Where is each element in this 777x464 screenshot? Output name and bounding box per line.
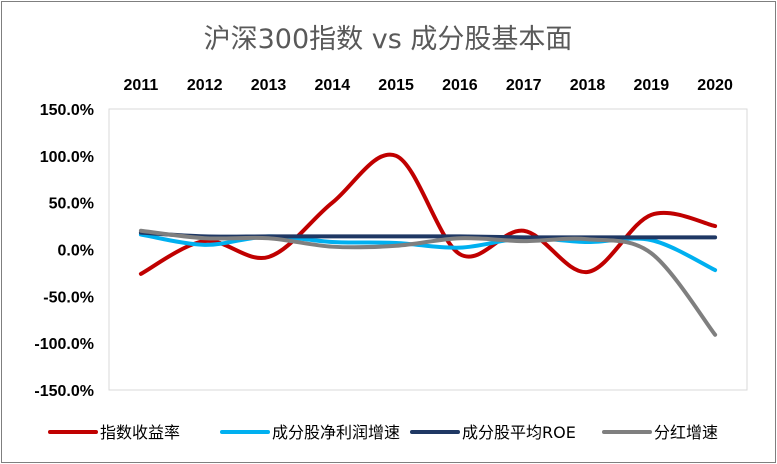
- y-tick-label: 100.0%: [40, 149, 94, 166]
- y-tick-label: -150.0%: [34, 383, 94, 400]
- legend-label-index-return: 指数收益率: [100, 423, 180, 442]
- legend: 指数收益率 成分股净利润增速 成分股平均ROE 分红增速: [48, 423, 718, 442]
- y-axis-tick-labels: 150.0% 100.0% 50.0% 0.0% -50.0% -100.0% -150.0…: [34, 102, 94, 400]
- y-tick-label: 0.0%: [58, 243, 94, 260]
- x-tick-label-2015: 2015: [378, 77, 414, 94]
- plot-area: [108, 108, 748, 391]
- x-tick-label-2017: 2017: [506, 77, 542, 94]
- x-tick-label-2014: 2014: [315, 77, 351, 94]
- x-tick-label-2019: 2019: [634, 77, 670, 94]
- x-tick-label-2016: 2016: [442, 77, 478, 94]
- legend-label-constituent-avg-roe: 成分股平均ROE: [462, 423, 576, 442]
- series-line-dividend-growth: [138, 228, 718, 337]
- series-lines: [138, 152, 718, 337]
- y-tick-label: 50.0%: [49, 196, 94, 213]
- x-tick-label-2020: 2020: [697, 77, 733, 94]
- x-axis-tick-labels: 2011 2012 2013 2014 2015 2016 2017 2018 2019 2020: [124, 77, 733, 94]
- y-tick-label: -100.0%: [34, 336, 94, 353]
- series-line-index-return: [138, 152, 718, 276]
- y-tick-label: -50.0%: [43, 289, 94, 306]
- legend-label-dividend-growth: 分红增速: [654, 423, 718, 442]
- x-tick-label-2013: 2013: [251, 77, 287, 94]
- legend-label-constituent-profit-growth: 成分股净利润增速: [272, 423, 400, 442]
- chart-title: 沪深300指数 vs 成分股基本面: [204, 24, 573, 55]
- x-tick-label-2011: 2011: [124, 77, 159, 94]
- x-tick-label-2012: 2012: [187, 77, 223, 94]
- x-tick-label-2018: 2018: [570, 77, 606, 94]
- y-tick-label: 150.0%: [40, 102, 94, 119]
